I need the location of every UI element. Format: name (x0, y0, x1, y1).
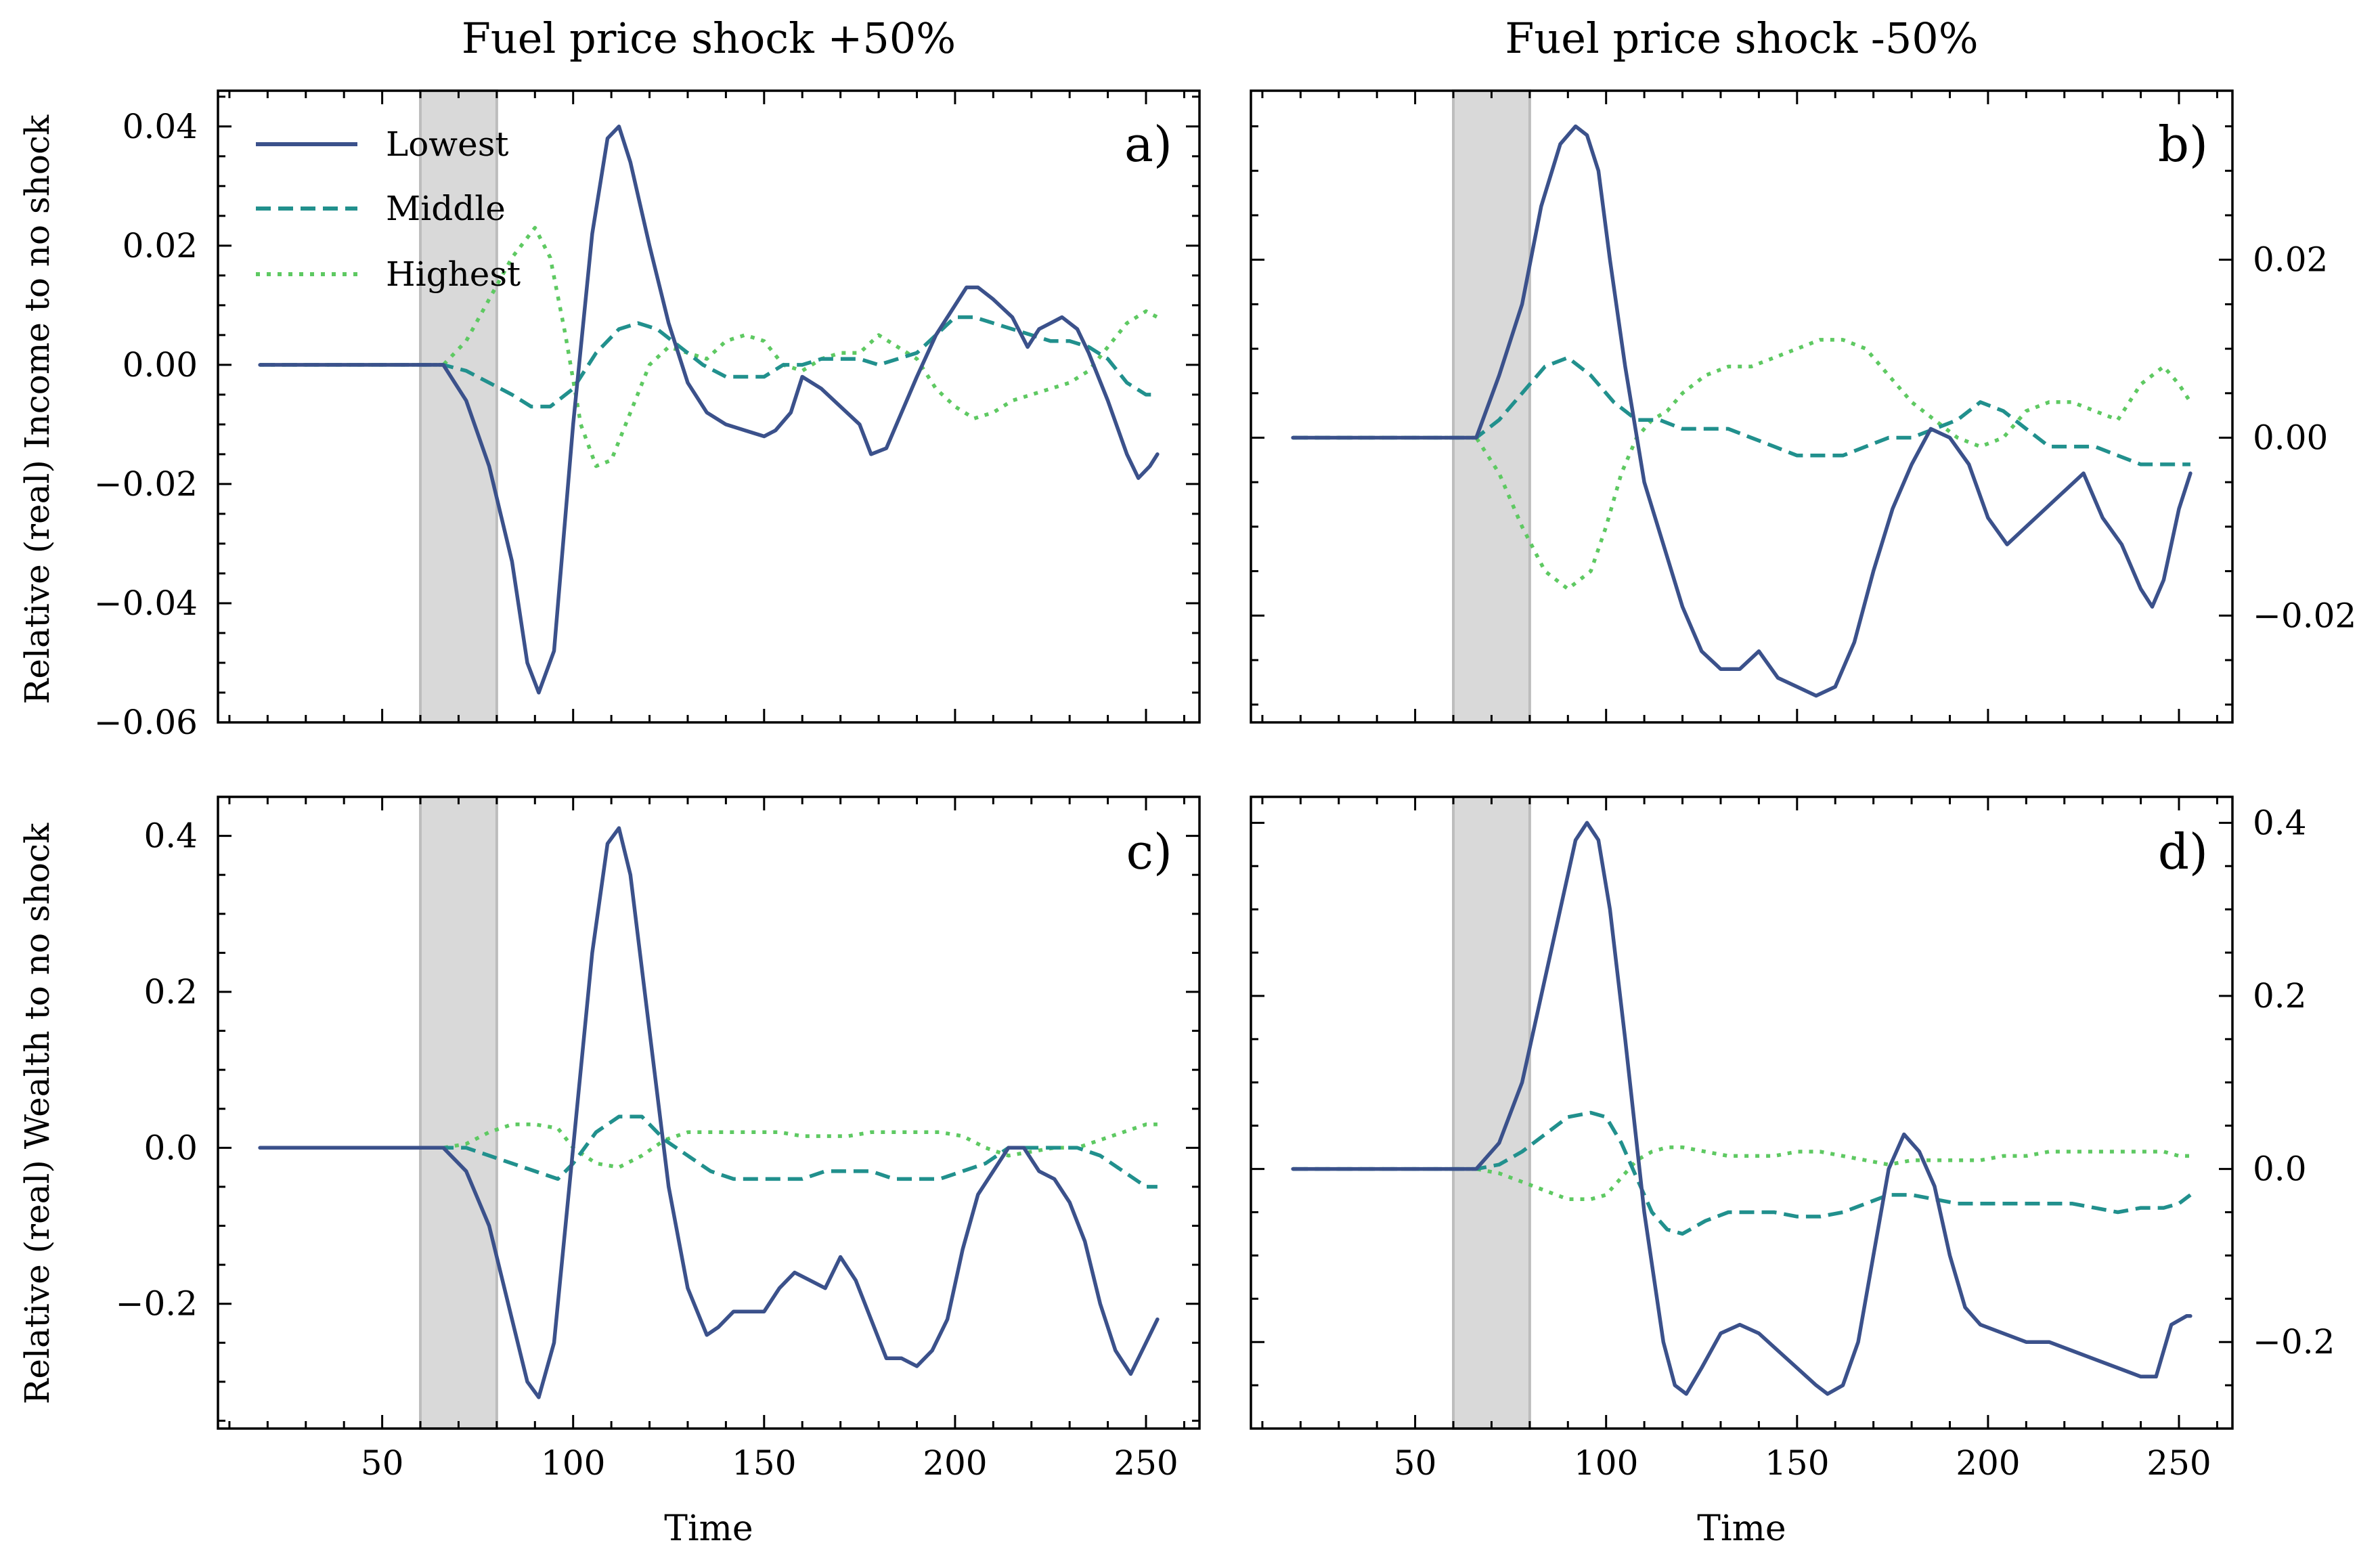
legend-label-lowest: Lowest (386, 125, 508, 164)
xlabel-right: Time (1697, 1508, 1786, 1549)
y-tick-label: 0.02 (123, 226, 198, 265)
xlabel-left: Time (664, 1508, 753, 1549)
series-line-middle (1293, 355, 2190, 466)
panel-label-a: a) (1124, 116, 1172, 173)
series-line-lowest (1291, 821, 2192, 1396)
panel-label-b: b) (2158, 116, 2208, 173)
panel-d: 50 100 150 200 250 −0.2 0.0 0.2 0.4 (1250, 796, 2335, 1483)
y-tick-label: 0.00 (123, 345, 198, 385)
series-line-highest (1293, 338, 2192, 591)
x-tick-label: 100 (1574, 1443, 1638, 1483)
axes-frame (217, 796, 1201, 1430)
x-tick-label: 150 (732, 1443, 796, 1483)
y-tick-label: 0.4 (2253, 803, 2307, 842)
y-tick-label: −0.2 (2253, 1322, 2335, 1362)
series-line-highest (260, 225, 1159, 469)
legend-label-highest: Highest (386, 255, 521, 294)
y-tick-label: −0.04 (94, 584, 198, 623)
y-tick-label: −0.02 (2253, 596, 2356, 635)
x-tick-label: 250 (1114, 1443, 1178, 1483)
shock-band (419, 796, 498, 1430)
panel-label-d: d) (2158, 823, 2208, 880)
y-tick-label: 0.0 (144, 1128, 198, 1167)
y-tick-label: −0.06 (94, 703, 198, 742)
column-title-right: Fuel price shock -50% (1505, 14, 1978, 63)
panel-b: −0.02 0.00 0.02 (1250, 89, 2356, 724)
y-tick-label: 0.02 (2253, 240, 2328, 280)
y-tick-label: −0.02 (94, 464, 198, 504)
axes-frame (217, 89, 1201, 724)
series-line-middle (260, 1114, 1158, 1189)
series-line-lowest (1291, 124, 2192, 698)
panel-label-c: c) (1126, 823, 1172, 880)
y-tick-label: 0.04 (123, 107, 198, 146)
series-line-highest (260, 1123, 1158, 1169)
series-line-lowest (258, 826, 1160, 1399)
y-tick-label: 0.0 (2253, 1150, 2307, 1189)
ylabel-income: Relative (real) Income to no shock (18, 114, 57, 704)
x-tick-label: 150 (1765, 1443, 1829, 1483)
x-tick-label: 50 (1394, 1443, 1437, 1483)
legend: Lowest Middle Highest (256, 125, 521, 294)
series-line-highest (1293, 1145, 2190, 1202)
panel-c: 50 100 150 200 250 −0.2 0.0 0.2 0.4 (116, 796, 1201, 1483)
y-tick-label: 0.4 (144, 816, 198, 856)
column-title-left: Fuel price shock +50% (462, 14, 956, 63)
y-tick-label: 0.00 (2253, 418, 2328, 457)
series-line-middle (260, 315, 1158, 409)
ylabel-wealth: Relative (real) Wealth to no shock (18, 823, 57, 1404)
series-line-middle (1293, 1110, 2192, 1236)
shock-band (1452, 796, 1531, 1430)
x-tick-label: 200 (923, 1443, 987, 1483)
axes-frame (1250, 796, 2234, 1430)
shock-band (419, 89, 498, 724)
x-tick-label: 100 (541, 1443, 605, 1483)
axes-frame (1250, 89, 2234, 724)
shock-band (1452, 89, 1531, 724)
y-tick-label: 0.2 (2253, 976, 2307, 1016)
x-tick-label: 250 (2146, 1443, 2211, 1483)
x-tick-label: 50 (361, 1443, 404, 1483)
series-line-lowest (258, 125, 1160, 695)
legend-label-middle: Middle (386, 189, 506, 228)
panel-a: −0.06 −0.04 −0.02 0.00 0.02 0.04 (94, 89, 1201, 742)
y-tick-label: 0.2 (144, 972, 198, 1011)
x-tick-label: 200 (1956, 1443, 2020, 1483)
y-tick-label: −0.2 (116, 1284, 198, 1324)
